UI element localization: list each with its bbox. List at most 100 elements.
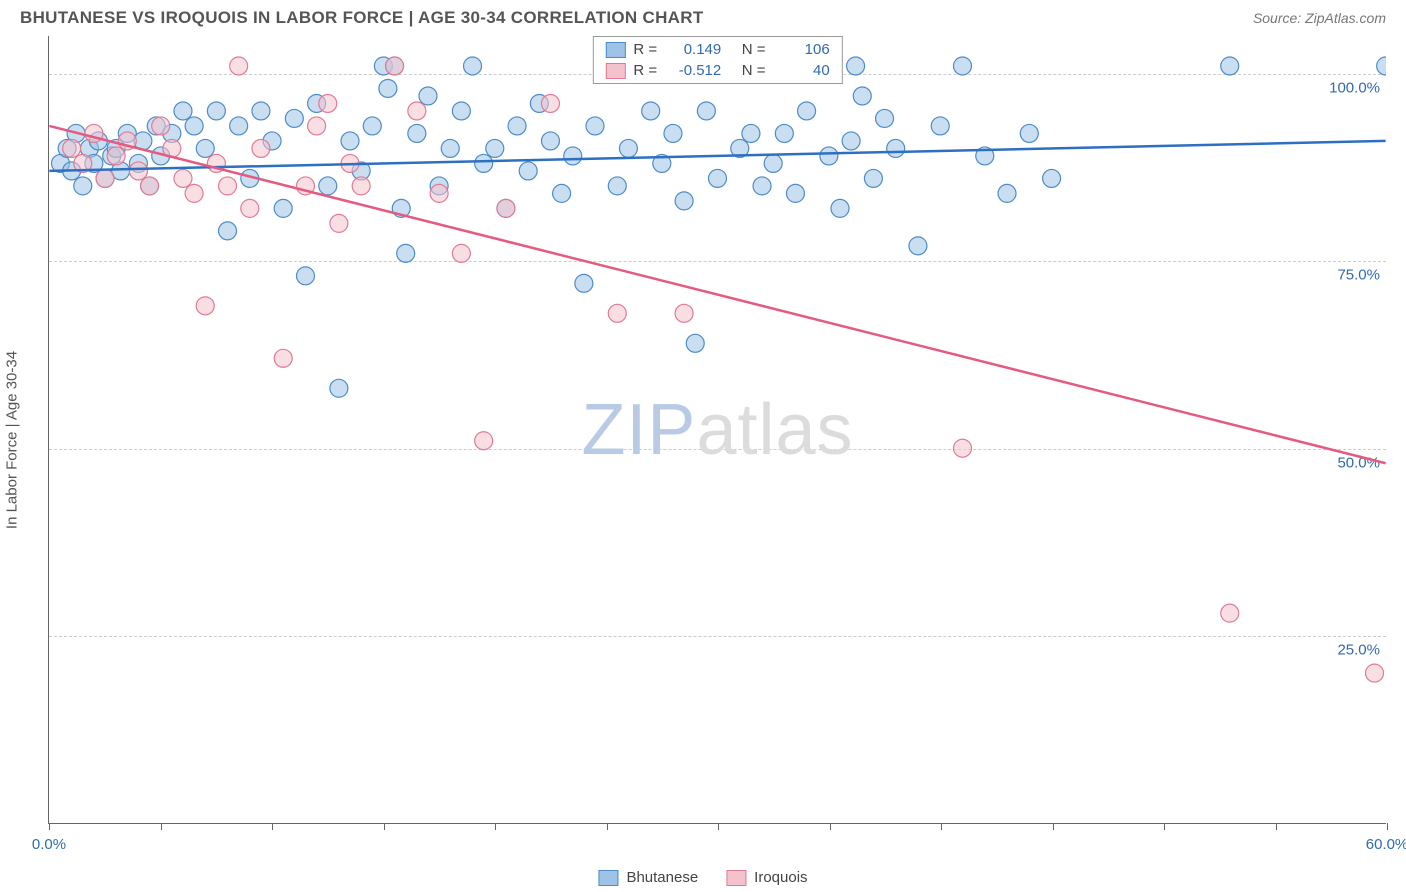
x-tick [1276, 823, 1277, 830]
scatter-point [954, 439, 972, 457]
scatter-point [397, 244, 415, 262]
x-tick [161, 823, 162, 830]
scatter-point [452, 244, 470, 262]
plot-area: ZIPatlas R = 0.149 N = 106R = -0.512 N =… [48, 36, 1386, 824]
scatter-point [319, 94, 337, 112]
scatter-point [786, 184, 804, 202]
x-tick [495, 823, 496, 830]
scatter-point [564, 147, 582, 165]
chart-source: Source: ZipAtlas.com [1253, 10, 1386, 26]
scatter-point [541, 132, 559, 150]
legend-swatch [605, 63, 625, 79]
scatter-point [219, 177, 237, 195]
scatter-point [174, 102, 192, 120]
scatter-point [553, 184, 571, 202]
x-tick [49, 823, 50, 830]
x-tick-label: 0.0% [32, 836, 66, 853]
scatter-point [742, 124, 760, 142]
scatter-point [887, 139, 905, 157]
correlation-legend: R = 0.149 N = 106R = -0.512 N = 40 [592, 36, 842, 84]
chart-title: BHUTANESE VS IROQUOIS IN LABOR FORCE | A… [20, 8, 704, 28]
scatter-point [141, 177, 159, 195]
scatter-point [608, 177, 626, 195]
scatter-point [274, 199, 292, 217]
scatter-point [152, 117, 170, 135]
scatter-point [129, 162, 147, 180]
scatter-point [575, 274, 593, 292]
scatter-point [452, 102, 470, 120]
scatter-point [508, 117, 526, 135]
scatter-point [519, 162, 537, 180]
y-axis-label: In Labor Force | Age 30-34 [4, 351, 21, 529]
scatter-point [63, 139, 81, 157]
scatter-point [1020, 124, 1038, 142]
scatter-point [96, 169, 114, 187]
legend-row: R = 0.149 N = 106 [593, 39, 841, 60]
scatter-point [753, 177, 771, 195]
scatter-point [107, 147, 125, 165]
scatter-point [541, 94, 559, 112]
x-tick [830, 823, 831, 830]
scatter-point [864, 169, 882, 187]
scatter-point [230, 117, 248, 135]
scatter-point [709, 169, 727, 187]
scatter-point [419, 87, 437, 105]
legend-item: Iroquois [726, 869, 807, 886]
scatter-point [764, 154, 782, 172]
scatter-point [352, 177, 370, 195]
legend-label: Bhutanese [626, 869, 698, 886]
scatter-point [686, 334, 704, 352]
scatter-point [185, 184, 203, 202]
scatter-point [675, 304, 693, 322]
x-tick [1164, 823, 1165, 830]
scatter-point [1221, 604, 1239, 622]
legend-row: R = -0.512 N = 40 [593, 60, 841, 81]
legend-item: Bhutanese [598, 869, 698, 886]
scatter-point [241, 199, 259, 217]
scatter-point [219, 222, 237, 240]
legend-r-value: 0.149 [669, 41, 721, 58]
legend-label: Iroquois [754, 869, 807, 886]
legend-n-value: 106 [778, 41, 830, 58]
scatter-point [196, 297, 214, 315]
scatter-point [931, 117, 949, 135]
scatter-point [196, 139, 214, 157]
legend-swatch [726, 870, 746, 886]
x-tick [941, 823, 942, 830]
scatter-point [330, 214, 348, 232]
scatter-point [330, 379, 348, 397]
x-tick-label: 60.0% [1366, 836, 1406, 853]
scatter-point [308, 117, 326, 135]
scatter-point [252, 102, 270, 120]
scatter-point [842, 132, 860, 150]
trend-line [49, 141, 1385, 171]
scatter-overlay [49, 36, 1386, 823]
scatter-point [586, 117, 604, 135]
scatter-point [1377, 57, 1386, 75]
scatter-point [876, 109, 894, 127]
x-tick [384, 823, 385, 830]
scatter-point [909, 237, 927, 255]
legend-n-label: N = [729, 41, 769, 58]
scatter-point [475, 154, 493, 172]
legend-r-label: R = [633, 62, 661, 79]
scatter-point [230, 57, 248, 75]
scatter-point [998, 184, 1016, 202]
scatter-point [619, 139, 637, 157]
legend-r-value: -0.512 [669, 62, 721, 79]
scatter-point [831, 199, 849, 217]
scatter-point [174, 169, 192, 187]
scatter-point [798, 102, 816, 120]
x-tick [1387, 823, 1388, 830]
scatter-point [341, 132, 359, 150]
plot-container: ZIPatlas R = 0.149 N = 106R = -0.512 N =… [48, 36, 1386, 824]
scatter-point [386, 57, 404, 75]
x-tick [607, 823, 608, 830]
scatter-point [207, 102, 225, 120]
legend-swatch [605, 42, 625, 58]
legend-n-label: N = [729, 62, 769, 79]
chart-header: BHUTANESE VS IROQUOIS IN LABOR FORCE | A… [0, 0, 1406, 36]
scatter-point [296, 267, 314, 285]
scatter-point [1221, 57, 1239, 75]
scatter-point [274, 349, 292, 367]
